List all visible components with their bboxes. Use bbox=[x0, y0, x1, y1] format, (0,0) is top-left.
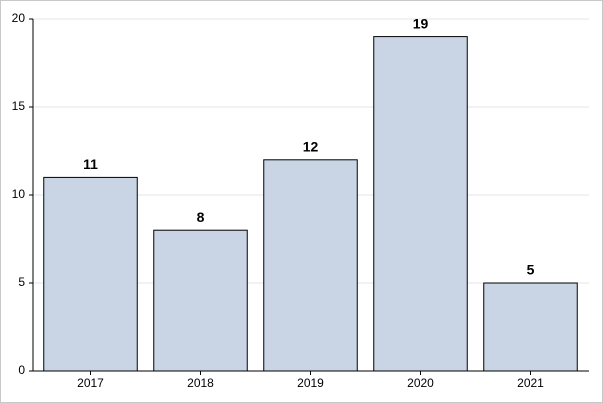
y-tick-label: 0 bbox=[18, 363, 25, 377]
y-tick-label: 10 bbox=[12, 187, 26, 201]
y-tick-label: 20 bbox=[12, 11, 26, 25]
value-label: 12 bbox=[303, 139, 319, 155]
value-label: 19 bbox=[413, 15, 429, 31]
value-label: 8 bbox=[197, 209, 205, 225]
x-tick-label: 2020 bbox=[407, 376, 434, 390]
bar bbox=[153, 229, 248, 372]
x-tick-label: 2021 bbox=[517, 376, 544, 390]
bar bbox=[373, 36, 468, 372]
y-tick-label: 5 bbox=[18, 275, 25, 289]
bar bbox=[263, 159, 358, 372]
value-label: 5 bbox=[527, 262, 535, 278]
x-tick-label: 2017 bbox=[77, 376, 104, 390]
x-tick-label: 2018 bbox=[187, 376, 214, 390]
bar bbox=[43, 176, 138, 372]
y-tick-label: 15 bbox=[12, 99, 26, 113]
bar bbox=[483, 282, 578, 372]
value-label: 11 bbox=[83, 156, 98, 172]
x-tick-label: 2019 bbox=[297, 376, 324, 390]
